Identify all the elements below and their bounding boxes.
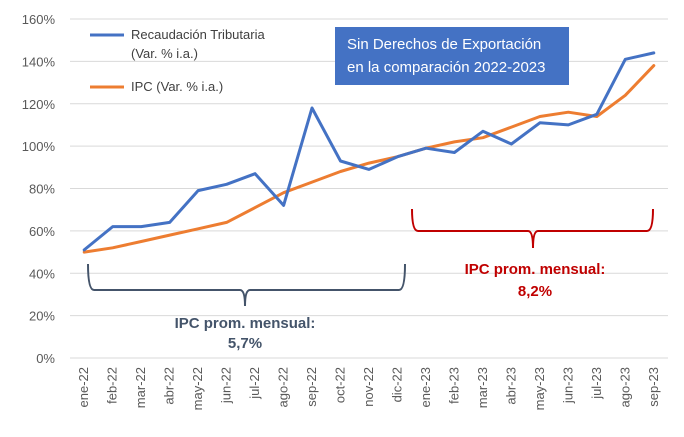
x-tick-label: ene-22 (76, 367, 91, 407)
annotation-box: Sin Derechos de Exportación en la compar… (335, 27, 569, 85)
annotation-box-background (335, 27, 569, 85)
series-0-point (539, 122, 541, 124)
bracket-2023-shape (411, 208, 654, 249)
bracket-2023-label-line1: IPC prom. mensual: (465, 261, 606, 278)
series-1-point (112, 247, 114, 249)
series-1-point (169, 234, 171, 236)
series-1-point (340, 171, 342, 173)
legend-label-recaudacion-line2: (Var. % i.a.) (131, 46, 198, 61)
series-0-point (340, 160, 342, 162)
series-1-point (283, 192, 285, 194)
x-tick-label: feb-23 (446, 367, 461, 404)
x-tick-label: ago-22 (276, 367, 291, 407)
series-1-point (368, 162, 370, 164)
bracket-2022-shape (87, 263, 406, 307)
bracket-2023: IPC prom. mensual: 8,2% (411, 208, 654, 300)
y-tick-label: 140% (22, 54, 56, 69)
series-0-point (510, 143, 512, 145)
series-0-point (624, 58, 626, 60)
series-lines (82, 51, 656, 254)
series-1-point (567, 111, 569, 113)
series-0-point (197, 190, 199, 192)
series-1-point (510, 126, 512, 128)
series-1-point (624, 94, 626, 96)
series-1-point (453, 141, 455, 143)
y-tick-label: 100% (22, 139, 56, 154)
series-0-point (453, 151, 455, 153)
y-tick-label: 80% (29, 182, 55, 197)
x-tick-label: abr-22 (162, 367, 177, 405)
series-0-point (368, 168, 370, 170)
series-0-point (653, 52, 655, 54)
series-0-point (482, 130, 484, 132)
x-tick-label: ene-23 (418, 367, 433, 407)
series-0-point (254, 173, 256, 175)
series-1-point (311, 181, 313, 183)
legend: Recaudación Tributaria (Var. % i.a.) IPC… (90, 27, 265, 94)
bracket-2022-label-line2: 5,7% (228, 335, 262, 352)
series-1-point (197, 228, 199, 230)
series-1-point (539, 115, 541, 117)
y-tick-label: 160% (22, 12, 56, 27)
series-0-point (596, 113, 598, 115)
series-0-point (311, 107, 313, 109)
x-tick-label: mar-23 (475, 367, 490, 408)
legend-label-recaudacion-line1: Recaudación Tributaria (131, 27, 265, 42)
bracket-2022-label-line1: IPC prom. mensual: (175, 315, 316, 332)
y-tick-label: 120% (22, 97, 56, 112)
x-tick-label: ago-23 (617, 367, 632, 407)
y-tick-label: 20% (29, 309, 55, 324)
x-tick-label: jul-22 (247, 367, 262, 400)
x-tick-label: mar-22 (133, 367, 148, 408)
bracket-2023-label-line2: 8,2% (518, 283, 552, 300)
x-tick-label: sep-23 (646, 367, 661, 407)
x-tick-label: feb-22 (105, 367, 120, 404)
series-0-point (425, 147, 427, 149)
x-tick-label: nov-22 (361, 367, 376, 407)
series-0-point (226, 183, 228, 185)
x-tick-label: jul-23 (589, 367, 604, 400)
annotation-line-2: en la comparación 2022-2023 (347, 59, 545, 76)
series-0-point (112, 226, 114, 228)
annotation-line-1: Sin Derechos de Exportación (347, 36, 541, 53)
x-axis-tick-labels: ene-22 feb-22 mar-22 abr-22 may-22 jun-22 jul-… (76, 367, 661, 410)
gridlines (70, 18, 668, 359)
y-tick-label: 40% (29, 266, 55, 281)
y-tick-label: 0% (36, 351, 55, 366)
y-axis-tick-labels: 0% 20% 40% 60% 80% 100% 120% 140% 160% (22, 12, 56, 366)
series-0-point (83, 249, 85, 251)
series-1-point (254, 207, 256, 209)
legend-label-ipc: IPC (Var. % i.a.) (131, 79, 223, 94)
series-0-point (140, 226, 142, 228)
x-tick-label: may-23 (532, 367, 547, 410)
x-tick-label: jun-22 (219, 367, 234, 404)
series-1-point (482, 137, 484, 139)
x-tick-label: may-22 (190, 367, 205, 410)
series-1-point (596, 115, 598, 117)
bracket-2022: IPC prom. mensual: 5,7% (87, 263, 406, 352)
series-1-point (653, 65, 655, 67)
x-tick-label: abr-23 (503, 367, 518, 405)
x-tick-label: oct-22 (333, 367, 348, 403)
x-tick-label: jun-23 (560, 367, 575, 404)
series-0-point (169, 221, 171, 223)
series-1-point (226, 221, 228, 223)
series-0-point (567, 124, 569, 126)
x-tick-label: dic-22 (389, 367, 404, 402)
y-tick-label: 60% (29, 224, 55, 239)
x-tick-label: sep-22 (304, 367, 319, 407)
series-1-point (140, 240, 142, 242)
series-0-point (396, 156, 398, 158)
series-1-point (83, 251, 85, 253)
series-0-point (283, 204, 285, 206)
